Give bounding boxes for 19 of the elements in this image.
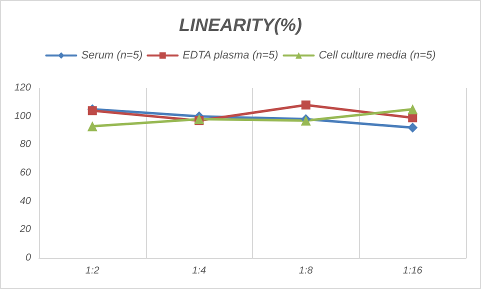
legend-label: Serum (n=5)	[81, 50, 143, 62]
y-tick-label: 60	[20, 168, 32, 178]
y-tick-label: 80	[20, 139, 32, 150]
x-tick-label: 1:8	[298, 266, 314, 276]
legend-label: Cell culture media (n=5)	[318, 50, 436, 62]
chart-title: LINEARITY(%)	[179, 15, 302, 35]
x-tick-label: 1:2	[85, 266, 100, 276]
point	[301, 100, 310, 110]
x-tick-label: 1:16	[402, 266, 423, 276]
y-tick-label: 20	[18, 224, 32, 236]
x-tick-label: 1:4	[192, 266, 207, 276]
y-tick-label: 100	[14, 110, 32, 122]
point	[408, 122, 418, 133]
y-tick-label: 40	[20, 196, 32, 207]
y-tick-label: 120	[14, 82, 32, 94]
point	[408, 104, 418, 114]
y-tick-label: 0	[25, 252, 32, 264]
point	[87, 121, 98, 132]
legend-label: EDTA plasma (n=5)	[182, 50, 279, 62]
